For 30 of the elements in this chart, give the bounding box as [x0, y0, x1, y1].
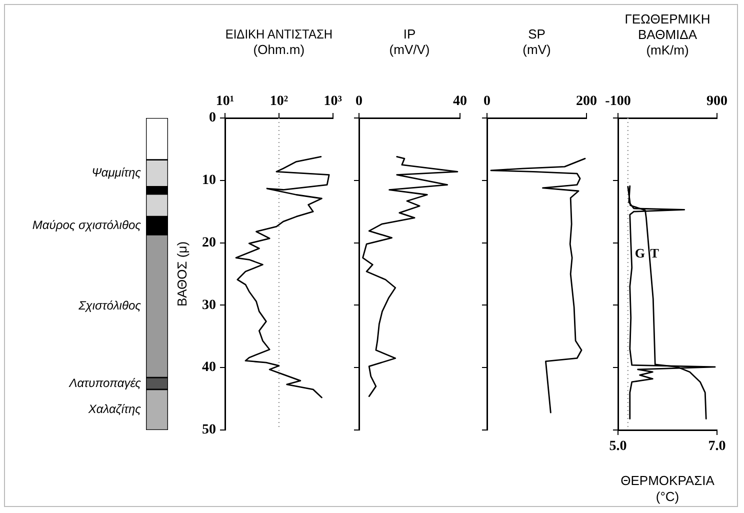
series-label: Λατυποπαγές — [68, 376, 142, 390]
series-label: Σχιστόλιθος — [78, 298, 142, 312]
y-tick-label: 0 — [209, 110, 216, 126]
x-tick-label: 10³ — [324, 94, 342, 110]
x-tick-label: 200 — [576, 94, 597, 110]
x-axis-title: ΘΕΡΜΟΚΡΑΣΙΑ (°C) — [620, 473, 715, 504]
series-label: T — [650, 245, 660, 260]
x-tick-label: 10¹ — [216, 94, 234, 110]
x-tick-label: 0 — [356, 94, 362, 110]
x-tick-label: 5.0 — [609, 439, 627, 454]
x2-tick-label: 900 — [706, 94, 728, 110]
x2-tick-label: -100 — [605, 94, 631, 110]
y-tick-label: 10 — [202, 173, 216, 188]
y-axis-title: ΒΑΘΟΣ (μ) — [174, 241, 190, 307]
x2-axis-title: ΓΕΩΘΕΡΜΙΚΗ ΒΑΘΜΙΔΑ (mK/m) — [624, 11, 710, 58]
x-tick-label: 10² — [270, 94, 288, 110]
series-label: Χαλαζίτης — [87, 402, 142, 416]
x-axis-title: ΕΙΔΙΚΗ ΑΝΤΙΣΤΑΣΗ (Ohm.m) — [225, 26, 333, 57]
y-tick-label: 50 — [202, 422, 216, 438]
series-label: G — [634, 245, 645, 260]
y-tick-label: 20 — [202, 235, 216, 250]
x-tick-label: 40 — [453, 94, 467, 110]
x-tick-label: 7.0 — [708, 439, 726, 454]
series-label: Ψαμμίτης — [92, 166, 142, 180]
x-axis-title: SP (mV) — [522, 26, 551, 57]
x-axis-title: IP (mV/V) — [389, 26, 430, 57]
y-tick-label: 40 — [202, 360, 216, 376]
x-tick-label: 0 — [484, 94, 490, 110]
y-tick-label: 30 — [202, 298, 216, 313]
legend-label: Μαύρος σχιστόλιθος — [32, 218, 142, 232]
